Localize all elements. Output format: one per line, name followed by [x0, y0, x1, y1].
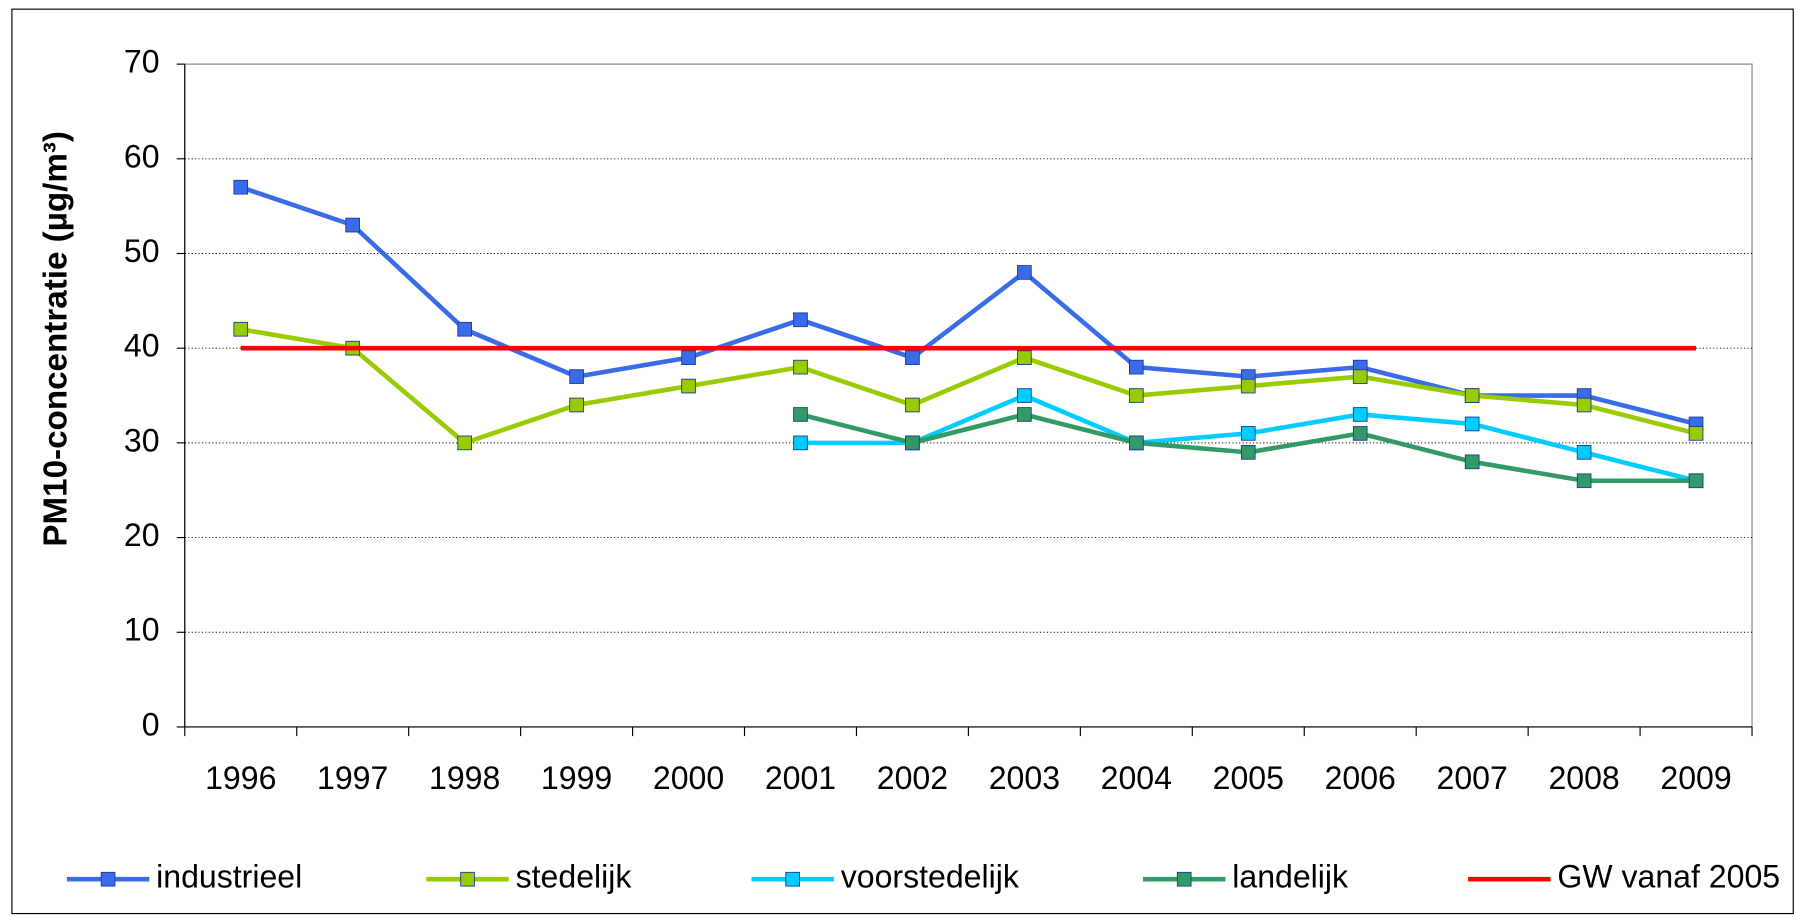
y-tick-label: 0 [142, 706, 160, 742]
y-axis-label: PM10-concentratie (µg/m³) [37, 131, 74, 547]
x-tick-label: 2008 [1548, 760, 1619, 796]
data-point [1128, 435, 1144, 451]
data-point [1576, 397, 1592, 413]
data-point [793, 312, 808, 328]
data-point [345, 217, 361, 233]
y-tick-label: 30 [124, 422, 160, 458]
data-point [1017, 350, 1032, 365]
data-point [905, 435, 920, 451]
data-point [793, 359, 808, 375]
data-point [681, 378, 696, 394]
data-point [1240, 426, 1256, 441]
data-point [1352, 407, 1368, 422]
x-tick-label: 2005 [1213, 760, 1284, 796]
legend-label: stedelijk [516, 859, 633, 895]
legend-label: landelijk [1232, 859, 1349, 895]
x-tick-label: 2009 [1660, 760, 1731, 796]
y-tick-label: 40 [124, 328, 160, 364]
data-point [457, 435, 472, 451]
x-tick-label: 2007 [1437, 760, 1508, 796]
data-point [1688, 426, 1704, 441]
data-point [457, 321, 472, 337]
data-point [681, 350, 696, 365]
data-point [1576, 445, 1592, 460]
data-point [1688, 473, 1704, 489]
data-point [1240, 378, 1256, 394]
data-point [1576, 473, 1592, 489]
x-tick-label: 2002 [877, 760, 948, 796]
y-tick-label: 10 [124, 612, 160, 648]
y-tick-label: 70 [124, 44, 160, 80]
y-tick-label: 20 [124, 517, 160, 553]
x-tick-label: 1998 [429, 760, 500, 796]
x-tick-label: 2000 [653, 760, 724, 796]
data-point [1128, 388, 1144, 403]
data-point [1240, 445, 1256, 460]
chart-border [11, 8, 1794, 915]
legend-label: industrieel [156, 859, 302, 895]
data-point [905, 350, 920, 365]
data-point [793, 435, 808, 451]
data-point [1017, 388, 1032, 403]
y-tick-label: 50 [124, 233, 160, 269]
data-point [905, 397, 920, 413]
data-point [1464, 454, 1480, 470]
legend-marker [460, 871, 475, 887]
x-tick-label: 2004 [1101, 760, 1172, 796]
x-tick-label: 2001 [765, 760, 836, 796]
x-tick-label: 1997 [317, 760, 388, 796]
data-point [233, 179, 249, 195]
x-tick-label: 2006 [1325, 760, 1396, 796]
data-point [1352, 426, 1368, 441]
series-line [240, 326, 1697, 446]
legend-marker [1176, 871, 1192, 887]
legend-marker [100, 871, 116, 887]
data-point [1128, 359, 1144, 375]
legend-label: voorstedelijk [841, 859, 1020, 895]
data-point [1017, 407, 1032, 422]
x-tick-label: 2003 [989, 760, 1060, 796]
data-point [1017, 265, 1032, 280]
data-point [569, 369, 584, 384]
data-point [793, 407, 808, 422]
x-tick-label: 1996 [205, 760, 276, 796]
data-point [1464, 416, 1480, 432]
data-point [1352, 369, 1368, 384]
legend-marker [785, 871, 801, 887]
y-tick-label: 60 [124, 138, 160, 174]
legend-label: GW vanaf 2005 [1557, 859, 1780, 895]
x-tick-label: 1999 [541, 760, 612, 796]
data-point [233, 321, 249, 337]
data-point [1464, 388, 1480, 403]
data-point [569, 397, 584, 413]
